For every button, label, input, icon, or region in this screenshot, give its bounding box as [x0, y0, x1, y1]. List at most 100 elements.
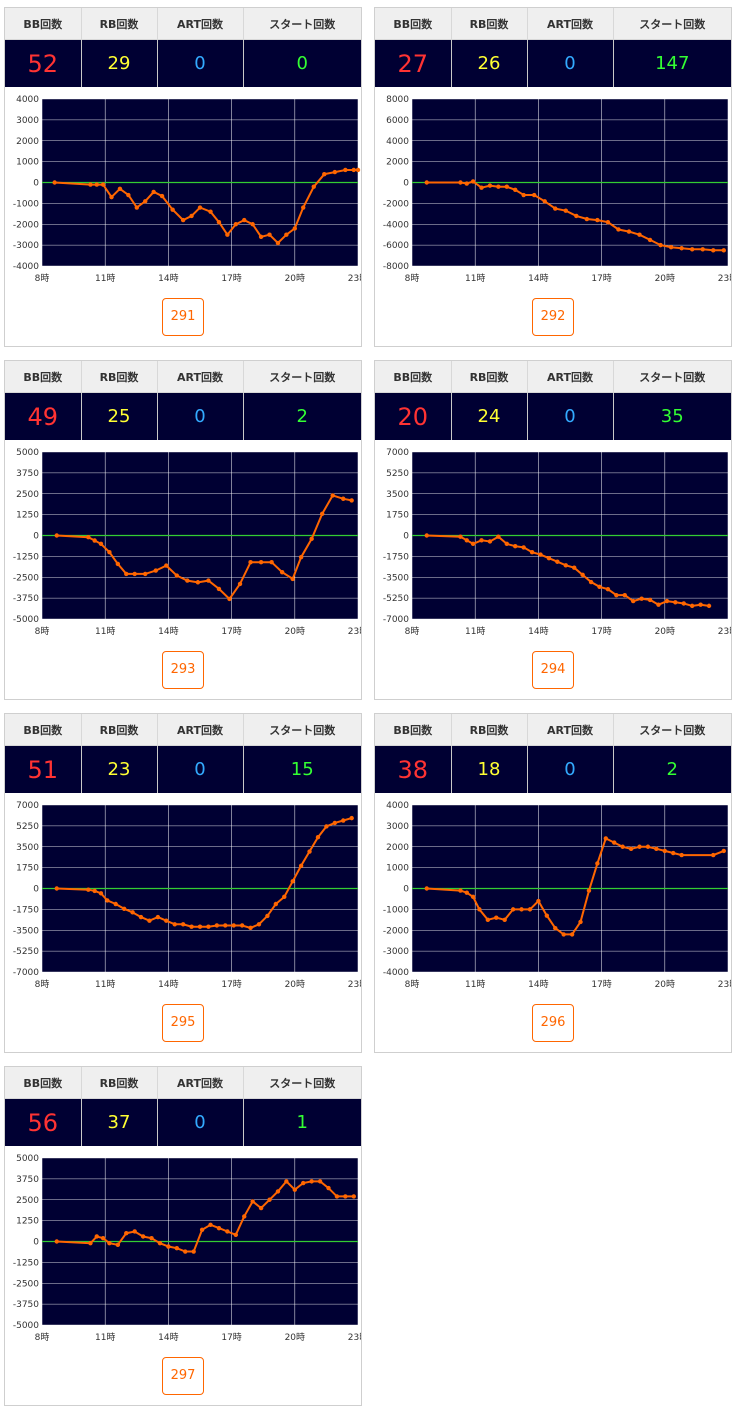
data-point	[290, 879, 295, 884]
machine-number-button[interactable]: 296	[532, 1004, 574, 1042]
art-header: ART回数	[157, 714, 244, 746]
data-point	[679, 852, 684, 858]
data-point	[322, 171, 327, 177]
data-point	[124, 1230, 129, 1236]
data-point	[664, 598, 670, 604]
data-point	[105, 898, 110, 903]
start-count: 35	[613, 392, 731, 440]
bb-count: 51	[5, 745, 82, 793]
bb-count: 20	[375, 392, 452, 440]
x-tick-label: 23時	[348, 626, 361, 637]
rb-count: 23	[81, 745, 158, 793]
data-point	[258, 234, 264, 239]
y-tick-label: 2000	[386, 158, 409, 168]
x-tick-label: 8時	[35, 626, 50, 637]
data-point	[572, 565, 577, 570]
x-tick-label: 17時	[221, 979, 241, 990]
x-tick-label: 23時	[718, 979, 731, 990]
y-tick-label: 3000	[16, 116, 39, 126]
y-tick-label: -5000	[13, 615, 39, 625]
data-point	[98, 541, 104, 547]
x-tick-label: 11時	[95, 979, 115, 990]
art-header: ART回数	[157, 1067, 244, 1099]
data-point	[309, 536, 314, 542]
art-count: 0	[527, 392, 614, 440]
y-tick-label: 2000	[16, 137, 39, 147]
series-line	[56, 1179, 354, 1253]
stats-table: BB回数 RB回数 ART回数 スタート回数 52 29 0 0	[5, 8, 361, 87]
data-point	[319, 511, 325, 516]
bb-header: BB回数	[5, 1067, 82, 1099]
data-point	[513, 544, 518, 549]
data-point	[464, 181, 469, 186]
data-point	[616, 227, 621, 232]
bb-header: BB回数	[375, 714, 452, 746]
data-point	[521, 545, 526, 550]
machine-number-button[interactable]: 297	[162, 1357, 204, 1395]
data-point	[227, 596, 232, 602]
x-tick-label: 11時	[465, 273, 485, 284]
machine-number-button[interactable]: 292	[532, 298, 574, 336]
y-tick-label: -2000	[383, 926, 409, 936]
data-point	[258, 1205, 264, 1211]
data-point	[584, 216, 590, 222]
machine-number-button[interactable]: 293	[162, 651, 204, 689]
data-point	[298, 863, 304, 869]
data-point	[662, 848, 667, 854]
data-point	[647, 597, 653, 603]
machine-number-button[interactable]: 295	[162, 1004, 204, 1042]
data-point	[172, 922, 177, 927]
x-tick-label: 23時	[718, 626, 731, 637]
data-point	[519, 907, 524, 912]
data-point	[332, 820, 338, 826]
data-point	[88, 1240, 93, 1246]
rb-header: RB回数	[81, 361, 158, 393]
data-point	[689, 603, 695, 609]
data-point	[197, 924, 203, 929]
rb-count: 24	[451, 392, 528, 440]
data-point	[706, 603, 712, 609]
data-point	[155, 914, 161, 920]
data-point	[341, 818, 346, 823]
data-point	[248, 925, 253, 931]
rb-header: RB回数	[451, 361, 528, 393]
data-point	[216, 586, 222, 592]
x-tick-label: 23時	[718, 273, 731, 284]
y-tick-label: 6000	[386, 116, 409, 126]
data-point	[603, 836, 609, 841]
machine-card: BB回数 RB回数 ART回数 スタート回数 52 29 0 0 4000 3000 2000 100…	[4, 7, 362, 347]
bb-header: BB回数	[5, 8, 82, 40]
data-point	[309, 1179, 314, 1184]
series-line	[56, 817, 352, 929]
data-point	[189, 924, 194, 929]
start-count: 0	[243, 39, 361, 87]
start-header: スタート回数	[613, 8, 731, 40]
data-point	[275, 1189, 281, 1194]
data-point	[88, 182, 93, 187]
y-tick-label: -5000	[13, 1321, 39, 1331]
data-point	[479, 538, 484, 543]
y-tick-label: -3500	[13, 926, 39, 936]
start-header: スタート回数	[243, 1067, 361, 1099]
machine-card: BB回数 RB回数 ART回数 スタート回数 49 25 0 2 5000 3750 2500 125…	[4, 360, 362, 700]
art-count: 0	[157, 745, 244, 793]
bb-header: BB回数	[5, 714, 82, 746]
y-tick-label: 0	[33, 532, 39, 542]
data-point	[292, 226, 297, 231]
art-header: ART回数	[527, 8, 614, 40]
y-tick-label: 5000	[16, 448, 39, 458]
x-tick-label: 20時	[285, 1332, 305, 1343]
machine-number-button[interactable]: 291	[162, 298, 204, 336]
y-tick-label: -1750	[383, 552, 409, 562]
data-point	[595, 861, 600, 866]
x-tick-label: 20時	[655, 273, 675, 284]
rb-count: 25	[81, 392, 158, 440]
machine-number-button[interactable]: 294	[532, 651, 574, 689]
stats-table: BB回数 RB回数 ART回数 スタート回数 49 25 0 2	[5, 361, 361, 440]
y-tick-label: 5250	[386, 469, 409, 479]
data-point	[668, 245, 674, 250]
data-point	[563, 208, 568, 213]
